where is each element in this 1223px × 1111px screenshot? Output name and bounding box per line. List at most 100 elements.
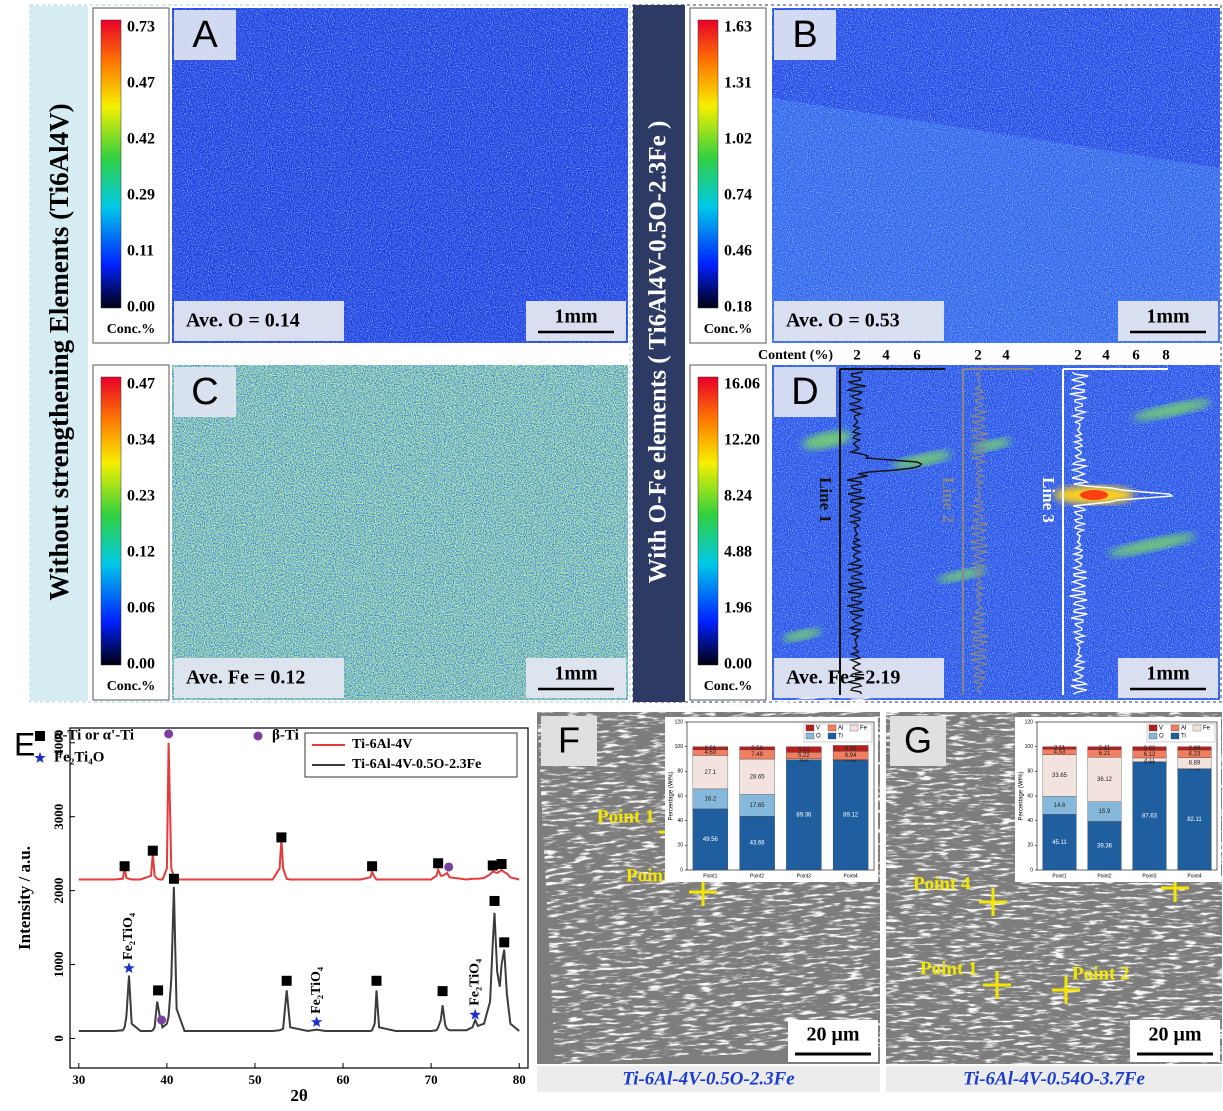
point-label: Point 4 <box>913 873 971 894</box>
y-tick-label: 40 <box>1027 818 1033 824</box>
legend-swatch <box>1148 724 1158 732</box>
scale-bar-label: 1mm <box>554 663 598 685</box>
map-noise <box>172 8 628 343</box>
value-label: 2.41 <box>1099 746 1111 752</box>
colorbar-label: 1.96 <box>724 600 752 617</box>
scale-bar-box <box>526 301 626 341</box>
scale-bar-label: 20 μm <box>1149 1024 1202 1046</box>
y-axis-label: Percentage (Wt%) <box>669 771 675 820</box>
colorbar-label: 0.00 <box>127 656 155 673</box>
y-tick-label: 0 <box>680 867 683 873</box>
x-tick-label: 60 <box>337 1072 350 1087</box>
line-scan-tick: 6 <box>913 347 921 363</box>
bar-segment <box>739 816 775 871</box>
y-tick-label: 120 <box>1025 719 1034 725</box>
scale-bar-box <box>1118 301 1218 341</box>
value-label: 2.69 <box>1189 746 1201 752</box>
line-scan-tick: 8 <box>1162 347 1170 363</box>
scale-bar-label: 1mm <box>1146 306 1190 328</box>
panel-letter-box <box>890 716 946 766</box>
scale-bar-box <box>1118 658 1218 698</box>
panel-letter-box <box>174 367 236 417</box>
colorbar-label: 0.47 <box>127 376 155 393</box>
caption-strip <box>537 1066 880 1092</box>
phase-marker <box>487 860 498 871</box>
legend-swatch <box>849 724 859 732</box>
phase-marker <box>310 1016 323 1027</box>
bar-segment <box>832 759 869 871</box>
line-scan-label: Line 3 <box>1039 477 1058 523</box>
x-tick-label: 80 <box>513 1072 526 1087</box>
bar-segment <box>786 746 822 753</box>
left-label-strip <box>30 6 88 701</box>
legend-swatch <box>1148 732 1158 740</box>
value-label: 2.56 <box>751 746 763 752</box>
value-label: 6.23 <box>1189 751 1201 757</box>
legend-box <box>304 732 518 778</box>
colorbar-label: 0.42 <box>127 131 155 148</box>
line-scan-profile <box>845 371 923 695</box>
y-tick-label: 100 <box>675 744 684 750</box>
phase-marker <box>469 1008 481 1020</box>
scale-bar-box <box>526 658 626 698</box>
value-label: 0.08 <box>845 758 857 764</box>
plot-frame <box>69 727 529 1069</box>
caption: Ti-6Al-4V-0.54O-3.7Fe <box>963 1068 1145 1089</box>
bar-segment <box>692 808 729 871</box>
map-noise <box>772 8 1220 343</box>
bar-segment <box>1042 754 1077 797</box>
y-tick-label: 3000 <box>51 804 66 830</box>
y-tick-label: 60 <box>677 793 683 799</box>
colorbar-unit: Conc.% <box>107 322 156 337</box>
bar-segment <box>1177 746 1212 751</box>
phase-marker <box>147 845 158 856</box>
phase-marker <box>168 873 179 884</box>
legend-label: Fe <box>860 726 868 732</box>
bar-segment <box>692 746 729 750</box>
value-label: 89.36 <box>796 812 812 818</box>
x-tick-label: Point1 <box>1052 873 1066 879</box>
phase-legend-label: α-Ti or α'-Ti <box>54 727 134 743</box>
value-label: 4.63 <box>705 750 717 756</box>
bar-segment <box>1087 746 1122 750</box>
legend-swatch <box>1170 724 1180 732</box>
x-tick-label: 30 <box>72 1072 85 1087</box>
panel-letter: D <box>791 371 818 413</box>
bar-segment <box>739 758 775 795</box>
colorbar-label: 8.24 <box>724 488 752 505</box>
line-scan-tick: 2 <box>853 347 861 363</box>
colorbar-label: 0.73 <box>127 19 155 36</box>
colorbar <box>100 19 122 309</box>
x-tick-label: 70 <box>425 1072 438 1087</box>
map-streak <box>1132 399 1212 421</box>
legend-swatch <box>1192 724 1202 732</box>
panel-letter: A <box>192 14 218 56</box>
colorbar <box>697 19 719 309</box>
y-tick-label: 2000 <box>51 878 66 904</box>
value-label: 0.08 <box>1189 766 1201 772</box>
y-tick-label: 4000 <box>51 730 66 756</box>
legend-label: Ti <box>838 734 843 740</box>
legend-swatch <box>827 724 837 732</box>
legend-label: O <box>816 734 821 740</box>
x-tick-label: Point4 <box>844 873 858 879</box>
x-tick-label: Point2 <box>750 873 764 879</box>
value-label: 6.12 <box>1144 752 1156 758</box>
phase-marker <box>489 895 500 906</box>
phase-marker <box>496 859 507 869</box>
phase-legend-symbol <box>35 731 45 741</box>
left-label: Without strengthening Elements (Ti6Al4V) <box>44 103 74 600</box>
phase-marker <box>153 985 164 996</box>
value-label: 7.48 <box>751 752 763 758</box>
legend-label: V <box>1159 726 1163 732</box>
value-label: 45.11 <box>1052 840 1067 846</box>
value-label: 49.56 <box>703 837 719 843</box>
colorbar-label: 1.02 <box>724 131 752 148</box>
legend-swatch <box>827 732 837 740</box>
phase-marker <box>371 975 382 986</box>
line-scan-tick: 6 <box>1132 347 1140 363</box>
x-tick-label: Point3 <box>797 873 811 879</box>
phase-marker <box>119 861 130 872</box>
value-label: 39.36 <box>1097 843 1113 849</box>
